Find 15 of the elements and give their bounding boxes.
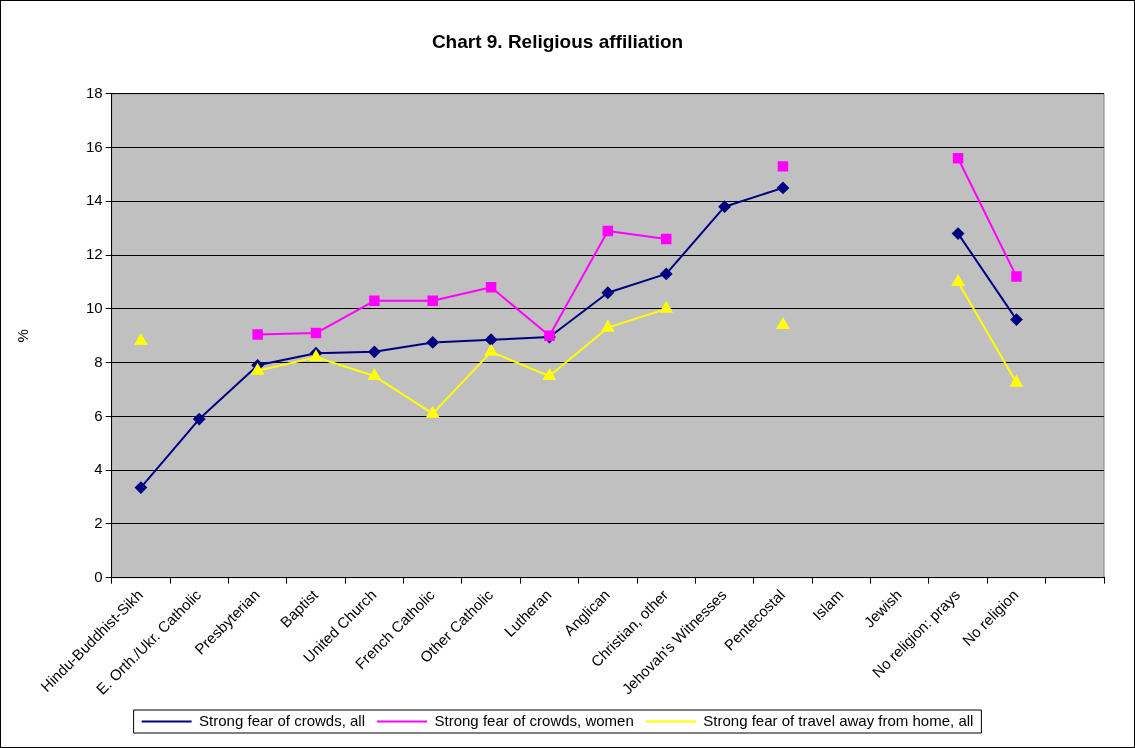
legend-label: Strong fear of travel away from home, all: [703, 711, 974, 729]
y-tick-label: 6: [94, 406, 103, 424]
legend-label: Strong fear of crowds, women: [434, 711, 634, 729]
y-tick-label: 10: [86, 298, 103, 316]
y-tick-label: 4: [94, 460, 103, 478]
legend-label: Strong fear of crowds, all: [199, 711, 366, 729]
y-tick-label: 18: [86, 83, 103, 101]
chart-title: Chart 9. Religious affiliation: [431, 30, 684, 52]
y-tick-label: 8: [94, 352, 103, 370]
y-tick-label: 16: [86, 137, 103, 155]
y-tick-label: 14: [86, 191, 103, 209]
y-tick-label: 12: [86, 245, 103, 263]
y-tick-label: 2: [94, 514, 103, 532]
y-axis-title: %: [14, 329, 32, 343]
y-tick-label: 0: [94, 567, 103, 585]
